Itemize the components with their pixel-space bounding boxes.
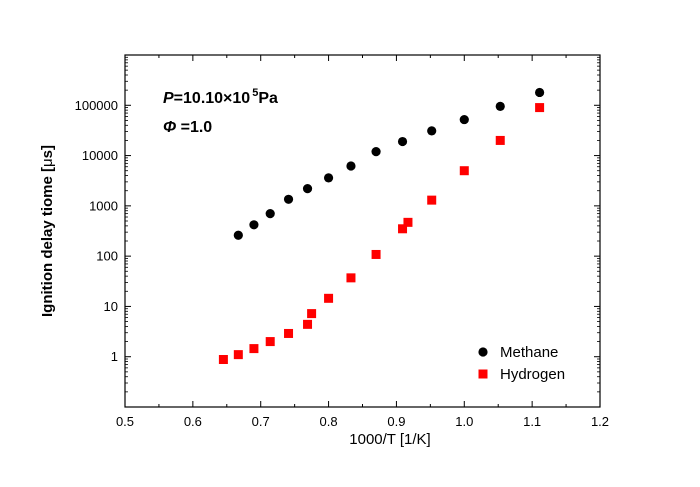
y-tick-label: 1000: [89, 198, 118, 213]
data-point-methane: [249, 220, 259, 230]
data-point-hydrogen: [249, 344, 259, 354]
data-point-methane: [495, 101, 505, 112]
data-point-hydrogen: [535, 103, 545, 113]
data-point-methane: [302, 184, 313, 194]
x-tick-label: 0.5: [116, 414, 134, 429]
y-axis-title-text: Ignition delay tiome [: [39, 167, 56, 317]
y-axis-title: Ignition delay tiome [μs]: [39, 145, 56, 317]
data-point-hydrogen: [233, 350, 243, 360]
pressure-symbol: P: [163, 90, 174, 107]
data-point-methane: [371, 146, 381, 157]
data-point-hydrogen: [307, 309, 317, 319]
x-tick-label: 0.9: [387, 414, 405, 429]
pressure-unit: Pa: [258, 90, 278, 107]
y-tick-label: 100: [96, 249, 118, 264]
phi-symbol: Φ: [163, 119, 176, 136]
data-point-methane: [265, 209, 275, 219]
legend-label-hydrogen: Hydrogen: [500, 366, 565, 383]
axis-ticks: [124, 55, 601, 407]
pressure-exponent: 5: [252, 87, 258, 99]
data-point-hydrogen: [265, 337, 275, 347]
y-tick-labels: 1 10 100 1000 10000 100000: [75, 98, 118, 364]
legend-marker-hydrogen: [478, 369, 488, 379]
data-point-hydrogen: [346, 273, 356, 283]
x-tick-label: 0.6: [184, 414, 202, 429]
data-point-hydrogen: [284, 328, 294, 338]
y-axis-title-unit: s]: [39, 145, 56, 158]
phi-value: =1.0: [176, 119, 212, 136]
data-point-hydrogen: [303, 319, 313, 329]
phi-annotation: Φ =1.0: [163, 119, 212, 136]
data-point-methane: [323, 173, 334, 183]
pressure-annotation: P=10.10×10 5Pa: [163, 87, 278, 107]
data-point-hydrogen: [495, 135, 505, 145]
x-tick-label: 0.8: [320, 414, 338, 429]
x-axis-title: 1000/T [1/K]: [349, 431, 430, 448]
data-point-hydrogen: [427, 195, 437, 205]
legend-marker-methane: [478, 347, 488, 357]
data-point-hydrogen: [324, 293, 334, 303]
x-tick-label: 0.7: [252, 414, 270, 429]
y-axis-title-symbol: μ: [39, 158, 56, 167]
data-point-methane: [535, 87, 545, 98]
data-point-methane: [397, 136, 408, 147]
data-points: [218, 87, 545, 365]
legend-label-methane: Methane: [500, 344, 558, 361]
y-tick-label: 10000: [82, 148, 118, 163]
data-point-hydrogen: [371, 249, 381, 259]
data-point-hydrogen: [218, 355, 228, 365]
x-tick-label: 1.0: [455, 414, 473, 429]
data-point-methane: [233, 230, 243, 240]
data-point-methane: [283, 194, 294, 204]
y-tick-label: 100000: [75, 98, 118, 113]
data-point-hydrogen: [403, 217, 413, 227]
data-point-hydrogen: [398, 224, 408, 234]
x-tick-label: 1.2: [591, 414, 609, 429]
y-tick-label: 1: [111, 349, 118, 364]
y-tick-label: 10: [104, 299, 118, 314]
data-point-methane: [427, 126, 437, 136]
pressure-value: =10.10×10: [174, 90, 251, 107]
data-point-methane: [346, 161, 356, 171]
x-tick-labels: 0.5 0.6 0.7 0.8 0.9 1.0 1.1 1.2: [116, 414, 609, 429]
data-point-methane: [459, 114, 469, 125]
legend: Methane Hydrogen: [478, 344, 565, 383]
data-point-hydrogen: [459, 166, 469, 176]
x-tick-label: 1.1: [523, 414, 541, 429]
